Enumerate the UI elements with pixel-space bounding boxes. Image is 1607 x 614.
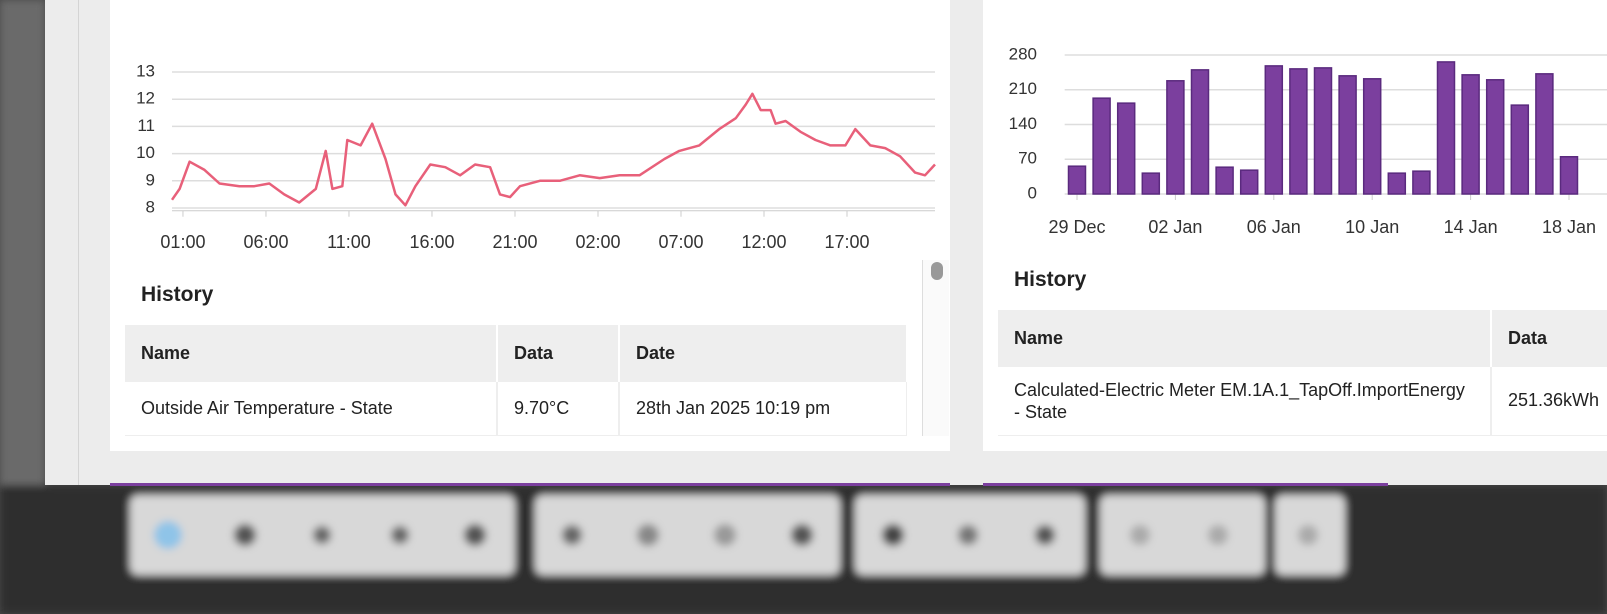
scroll-thumb[interactable] [931,262,943,280]
history-table: Name Data Date Outside Air Temperature - S… [125,325,907,436]
accent-bar [983,483,1388,486]
cell: 251.36kWh [1491,367,1607,436]
history-title: History [1014,268,1087,291]
column-header: Name [125,325,498,382]
accent-bar [110,483,950,486]
cell: 9.70°C [497,382,620,436]
panel-edge [78,0,79,485]
column-header: Name [998,310,1492,367]
history-table: Name Data Calculated-Electric Meter EM.1A… [998,310,1607,436]
history-title: History [141,283,214,306]
cell: Outside Air Temperature - State [125,382,498,436]
column-header: Data [1491,310,1607,367]
column-header: Data [497,325,620,382]
column-header: Date [619,325,907,382]
scrollbar[interactable] [922,260,949,436]
cell: 28th Jan 2025 10:19 pm [619,382,907,436]
cell: Calculated-Electric Meter EM.1A.1_TapOff… [998,367,1492,436]
